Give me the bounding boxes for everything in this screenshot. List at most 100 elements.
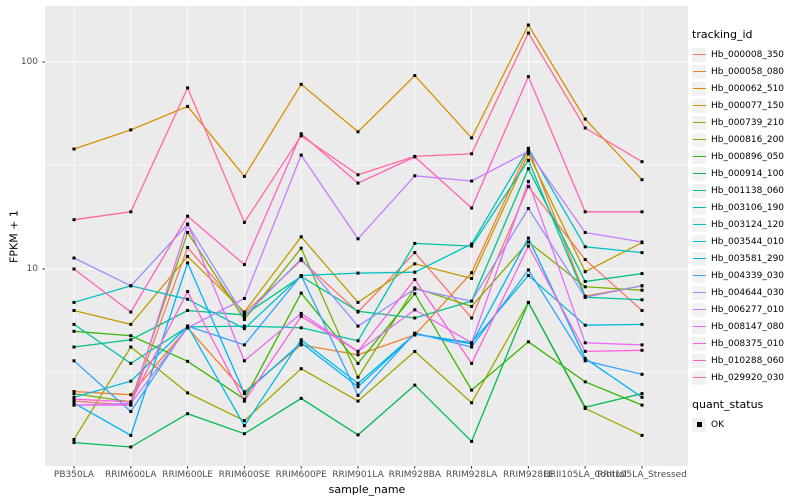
x-tick-label: RRIM901LA [332, 470, 384, 480]
data-point [583, 258, 587, 262]
data-point [413, 308, 417, 312]
data-point [299, 132, 303, 136]
data-point [129, 379, 133, 383]
legend2-item-label: OK [711, 419, 724, 430]
legend-line-icon [692, 274, 706, 277]
black-square-point-icon [696, 422, 702, 427]
data-point [242, 390, 246, 394]
data-point [186, 104, 190, 108]
data-point [242, 263, 246, 267]
data-point [186, 297, 190, 301]
data-point [413, 241, 417, 245]
data-point [242, 424, 246, 428]
data-point [186, 359, 190, 363]
legend-line-icon [692, 172, 706, 175]
legend-line-icon [692, 70, 706, 73]
data-point [299, 274, 303, 277]
data-point [186, 254, 190, 258]
data-point [640, 178, 644, 182]
data-point [299, 246, 303, 250]
x-tick-label: PB350LA [53, 470, 95, 480]
data-point [72, 359, 76, 363]
legend-items: Hb_000008_350 Hb_000058_080 Hb_000062_510 H… [692, 46, 798, 386]
data-point [186, 326, 190, 330]
data-point [186, 222, 190, 226]
legend-item: Hb_003106_190 [692, 199, 798, 216]
data-point [640, 284, 644, 288]
data-point [356, 181, 360, 185]
legend-line-icon [692, 376, 706, 379]
data-point [640, 433, 644, 437]
legend-line-icon [692, 87, 706, 90]
data-point [470, 152, 474, 156]
data-point [72, 345, 76, 349]
x-tick-label: RRIM928BA [388, 470, 442, 480]
x-tick-label: RRIM600SE [218, 470, 271, 480]
data-point [242, 318, 246, 321]
legend-key-swatch [692, 166, 706, 181]
data-point [526, 268, 530, 272]
data-point [470, 206, 474, 210]
data-point [72, 441, 76, 445]
panel-background [45, 6, 688, 466]
data-point [356, 381, 360, 385]
legend-key-swatch [692, 98, 706, 113]
data-point [583, 270, 587, 274]
data-point [72, 403, 76, 407]
data-point [470, 341, 474, 345]
data-point [583, 210, 587, 214]
data-point [526, 152, 530, 156]
data-point [129, 403, 133, 407]
legend-key-swatch [692, 132, 706, 147]
data-point [72, 329, 76, 333]
legend2-title: quant_status [692, 398, 764, 411]
data-point [526, 23, 530, 27]
legend-item-label: Hb_003581_290 [711, 253, 785, 264]
legend-item: Hb_000896_050 [692, 148, 798, 165]
data-point [356, 130, 360, 134]
data-point [640, 395, 644, 399]
data-point [526, 31, 530, 35]
legend-line-icon [692, 257, 706, 260]
data-point [186, 231, 190, 234]
data-point [470, 244, 474, 248]
data-point [242, 174, 246, 178]
data-point [299, 326, 303, 330]
legend-item-label: Hb_003544_010 [711, 236, 785, 247]
data-point [129, 210, 133, 214]
data-point [640, 288, 644, 292]
data-point [299, 367, 303, 371]
data-point [129, 322, 133, 326]
data-point [72, 309, 76, 312]
data-point [470, 388, 474, 392]
data-point [526, 207, 530, 210]
data-point [583, 380, 587, 384]
data-point [72, 392, 76, 396]
x-axis-title: sample_name [328, 483, 406, 496]
legend-item: Hb_000062_510 [692, 80, 798, 97]
legend-key-swatch [692, 285, 706, 300]
legend-key-swatch [692, 217, 706, 232]
data-point [640, 251, 644, 255]
legend-item-label: Hb_003106_190 [711, 202, 785, 213]
data-point [526, 236, 530, 240]
legend-item-label: Hb_008375_010 [711, 338, 785, 349]
legend-item: Hb_001138_060 [692, 182, 798, 199]
data-point [470, 136, 474, 140]
legend-line-icon [692, 308, 706, 311]
data-point [242, 297, 246, 300]
data-point [299, 134, 303, 138]
data-point [129, 284, 133, 288]
data-point [356, 309, 360, 313]
data-point [242, 314, 246, 318]
data-point [72, 397, 76, 401]
data-point [470, 345, 474, 349]
x-tick-label: RRIM600LA [105, 470, 157, 480]
data-point [640, 240, 644, 244]
legend-key-swatch [692, 268, 706, 283]
legend-item: Hb_029920_030 [692, 369, 798, 386]
data-point [242, 392, 246, 396]
data-point [356, 349, 360, 353]
data-point [583, 117, 587, 121]
legend-key-swatch [692, 149, 706, 164]
